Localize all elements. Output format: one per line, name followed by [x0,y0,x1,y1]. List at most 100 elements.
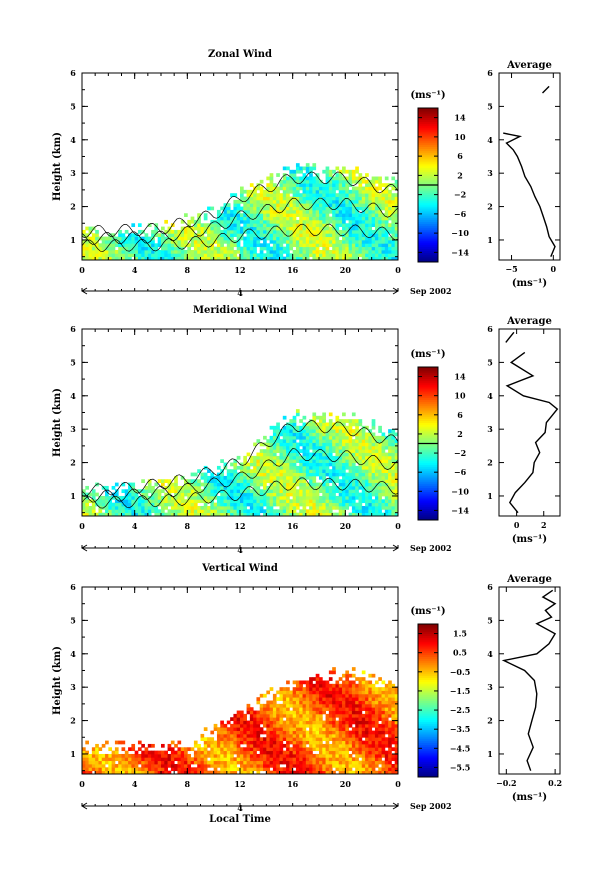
heatmap-cell [292,213,297,217]
heatmap-cell [368,455,373,460]
y-tick-label: 4 [70,391,76,401]
heatmap-cell [345,442,350,447]
heatmap-cell [226,727,231,731]
heatmap-cell [332,246,336,251]
heatmap-cell [240,767,244,772]
heatmap-cell [200,492,205,497]
heatmap-cell [322,253,326,258]
heatmap-cell [295,727,300,731]
heatmap-cell [272,452,277,457]
colorbar-segment [418,456,438,460]
heatmap-cell [111,495,116,500]
heatmap-cell [365,186,369,191]
heatmap-cell [240,199,244,204]
heatmap-cell [164,246,168,251]
heatmap-cell [272,183,277,187]
heatmap-cell [295,196,300,201]
heatmap-cell [312,723,317,728]
heatmap-cell [371,505,376,510]
heatmap-cell [342,253,346,258]
heatmap-cell [381,469,386,473]
heatmap-cell [348,465,353,470]
heatmap-cell [141,243,145,248]
heatmap-cell [351,196,356,201]
heatmap-cell [299,455,303,460]
heatmap-cell [342,239,346,244]
heatmap-cell [203,727,208,731]
heatmap-cell [328,412,333,417]
heatmap-cell [246,213,251,217]
heatmap-cell [137,767,142,772]
date-axis: 4 Sep 2002 [81,543,452,555]
heatmap-cell [279,492,284,497]
x-tick-label: 4 [132,265,138,275]
heatmap-cell [302,502,307,507]
heatmap-cell [272,425,277,430]
heatmap-cell [88,239,93,244]
colorbar-segment [418,397,438,401]
heatmap-cell [394,512,399,517]
heatmap-cell [259,229,264,234]
heatmap-cell [240,499,244,504]
heatmap-cell [286,176,290,181]
heatmap-cell [361,429,366,433]
heatmap-cell [236,219,241,224]
heatmap-cell [259,219,264,224]
heatmap-cell [95,770,99,775]
heatmap-cell [315,707,320,711]
heatmap-cell [342,482,346,487]
heatmap-cell [312,199,317,204]
heatmap-cell [312,713,317,718]
heatmap-cell [292,693,297,698]
heatmap-cell [295,233,300,238]
heatmap-cell [328,253,333,258]
heatmap-cell [131,747,136,752]
heatmap-cell [292,425,297,430]
heatmap-cell [230,475,234,480]
heatmap-cell [365,509,369,514]
heatmap-cell [246,723,251,728]
heatmap-cell [322,442,326,447]
heatmap-cell [137,502,142,507]
heatmap-cell [325,253,330,258]
heatmap-cell [388,475,392,480]
heatmap-cell [253,233,257,238]
heatmap-cell [325,442,330,447]
heatmap-cell [118,239,122,244]
heatmap-cell [388,193,392,197]
heatmap-cell [114,509,119,514]
colorbar-segment [418,493,438,496]
heatmap-cell [371,485,376,490]
heatmap-cell [289,730,294,735]
heatmap-cell [220,770,224,775]
heatmap-cell [177,757,182,762]
heatmap-cell [305,422,310,427]
heatmap-cell [174,233,178,238]
heatmap-cell [233,717,238,721]
heatmap-cell [361,209,366,214]
heatmap-cell [319,690,323,695]
heatmap-cell [253,485,257,490]
heatmap-cell [322,693,326,698]
heatmap-cell [348,239,353,244]
heatmap-cell [315,422,320,427]
heatmap-cell [266,249,271,254]
heatmap-cell [302,743,307,748]
heatmap-cell [292,176,297,181]
heatmap-cell [384,485,389,490]
heatmap-cell [216,763,221,768]
heatmap-cell [328,737,333,742]
heatmap-cell [101,256,106,261]
heatmap-cell [381,449,386,453]
heatmap-cell [272,693,277,698]
heatmap-cell [351,485,356,490]
heatmap-cell [299,512,303,517]
heatmap-cell [335,173,340,177]
heatmap-cell [223,253,228,258]
heatmap-cell [266,489,271,494]
heatmap-cell [197,767,201,772]
heatmap-cell [351,452,356,457]
heatmap-cell [174,492,178,497]
heatmap-cell [266,730,271,735]
